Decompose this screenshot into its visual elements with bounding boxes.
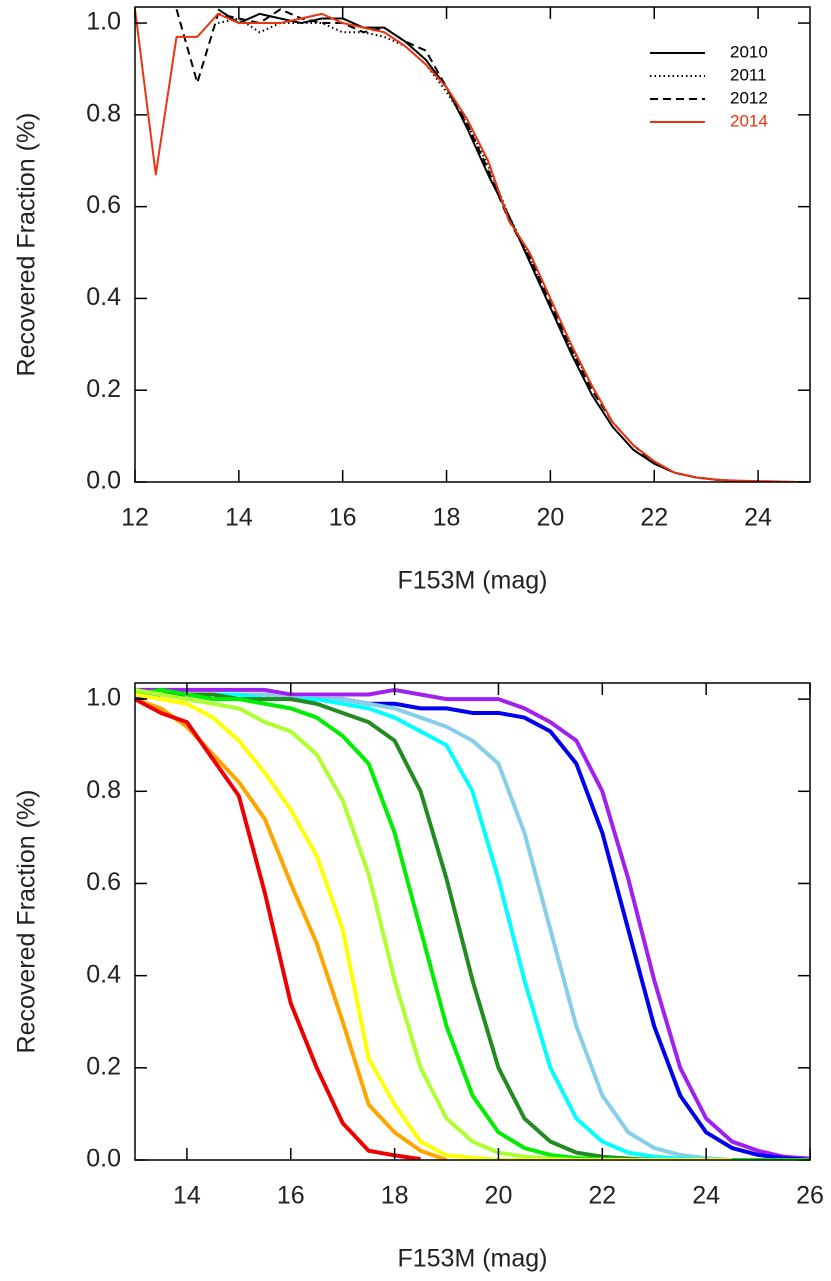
y-tick-label: 1.0	[86, 8, 121, 36]
data-line	[135, 692, 733, 1160]
y-tick-label: 0.4	[86, 960, 121, 988]
data-line	[135, 687, 655, 1160]
data-line	[135, 687, 810, 1160]
y-tick-label: 1.0	[86, 684, 121, 712]
x-tick-label: 20	[536, 504, 564, 532]
x-tick-label: 20	[485, 1182, 513, 1210]
data-line	[135, 687, 810, 1160]
legend-label: 2010	[730, 42, 768, 61]
x-tick-label: 14	[225, 504, 253, 532]
plot-frame	[134, 6, 811, 483]
legend-label: 2012	[730, 88, 768, 107]
data-line	[175, 8, 810, 482]
x-tick-label: 26	[796, 1182, 824, 1210]
y-tick-label: 0.6	[86, 191, 121, 219]
data-line	[217, 17, 810, 482]
x-tick-label: 12	[121, 504, 149, 532]
data-line	[135, 687, 577, 1160]
x-tick-label: 16	[277, 1182, 305, 1210]
legend-label: 2014	[730, 111, 768, 130]
y-tick-label: 0.6	[86, 868, 121, 896]
x-tick-label: 14	[173, 1182, 201, 1210]
plot-frame	[134, 682, 811, 1161]
legend-label: 2011	[730, 65, 767, 84]
y-tick-label: 0.8	[86, 776, 121, 804]
y-tick-label: 0.2	[86, 1052, 121, 1080]
x-tick-label: 24	[692, 1182, 720, 1210]
y-tick-label: 0.0	[86, 1145, 121, 1173]
y-tick-label: 0.0	[86, 467, 121, 495]
y-tick-label: 0.8	[86, 99, 121, 127]
y-axis-label: Recovered Fraction (%)	[13, 113, 41, 377]
x-tick-label: 24	[744, 504, 772, 532]
data-line	[135, 9, 810, 482]
x-axis-label: F153M (mag)	[397, 1245, 547, 1273]
data-line	[135, 697, 421, 1160]
x-tick-label: 22	[640, 504, 668, 532]
y-tick-label: 0.4	[86, 283, 121, 311]
x-axis-label: F153M (mag)	[397, 567, 547, 595]
y-tick-label: 0.2	[86, 375, 121, 403]
x-tick-label: 18	[381, 1182, 409, 1210]
x-tick-label: 16	[329, 504, 357, 532]
y-axis-label: Recovered Fraction (%)	[13, 790, 41, 1054]
data-line	[135, 687, 707, 1160]
x-tick-label: 18	[433, 504, 461, 532]
data-line	[217, 8, 810, 482]
data-line	[135, 697, 448, 1160]
x-tick-label: 22	[588, 1182, 616, 1210]
